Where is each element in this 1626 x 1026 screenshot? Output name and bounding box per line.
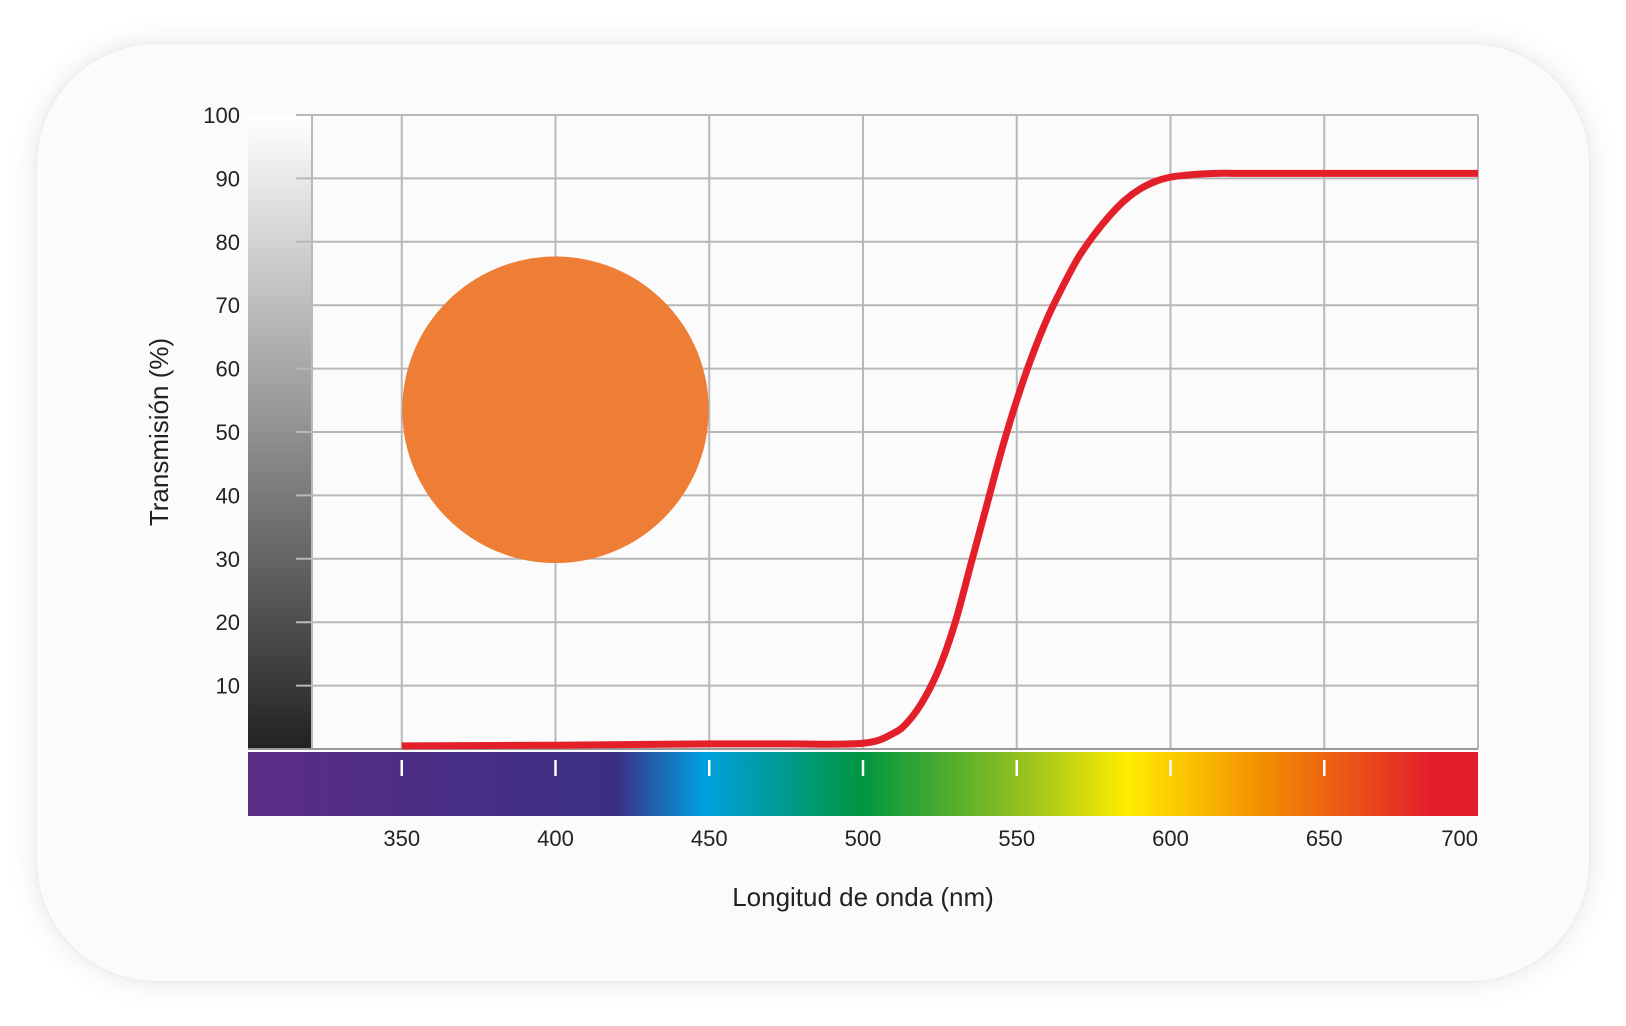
spectrum-ticks xyxy=(400,760,1326,776)
x-tick-label-550: 550 xyxy=(998,826,1035,851)
y-tick-label-90: 90 xyxy=(216,166,240,191)
y-tick-label-60: 60 xyxy=(216,357,240,382)
grid xyxy=(248,114,1479,750)
y-tick-label-50: 50 xyxy=(216,420,240,445)
x-tick-label-650: 650 xyxy=(1306,826,1343,851)
filter-color-swatch xyxy=(402,256,709,564)
x-tick-label-400: 400 xyxy=(537,826,574,851)
x-tick-labels: 350 400 450 500 550 600 650 700 xyxy=(383,826,1478,851)
x-tick-label-600: 600 xyxy=(1152,826,1189,851)
y-tick-labels: 10 20 30 40 50 60 70 80 90 100 xyxy=(203,103,240,699)
y-tick-label-100: 100 xyxy=(203,103,240,128)
x-tick-label-700: 700 xyxy=(1441,826,1478,851)
y-axis-title: Transmisión (%) xyxy=(144,338,174,526)
y-tick-label-30: 30 xyxy=(216,547,240,572)
transmission-curve xyxy=(401,169,1478,750)
y-tick-label-80: 80 xyxy=(216,230,240,255)
x-tick-label-350: 350 xyxy=(383,826,420,851)
y-tick-label-40: 40 xyxy=(216,483,240,508)
x-tick-label-500: 500 xyxy=(845,826,882,851)
y-tick-label-20: 20 xyxy=(216,610,240,635)
x-tick-label-450: 450 xyxy=(691,826,728,851)
y-tick-label-10: 10 xyxy=(216,674,240,699)
x-axis-title: Longitud de onda (nm) xyxy=(732,882,994,912)
y-tick-label-70: 70 xyxy=(216,293,240,318)
